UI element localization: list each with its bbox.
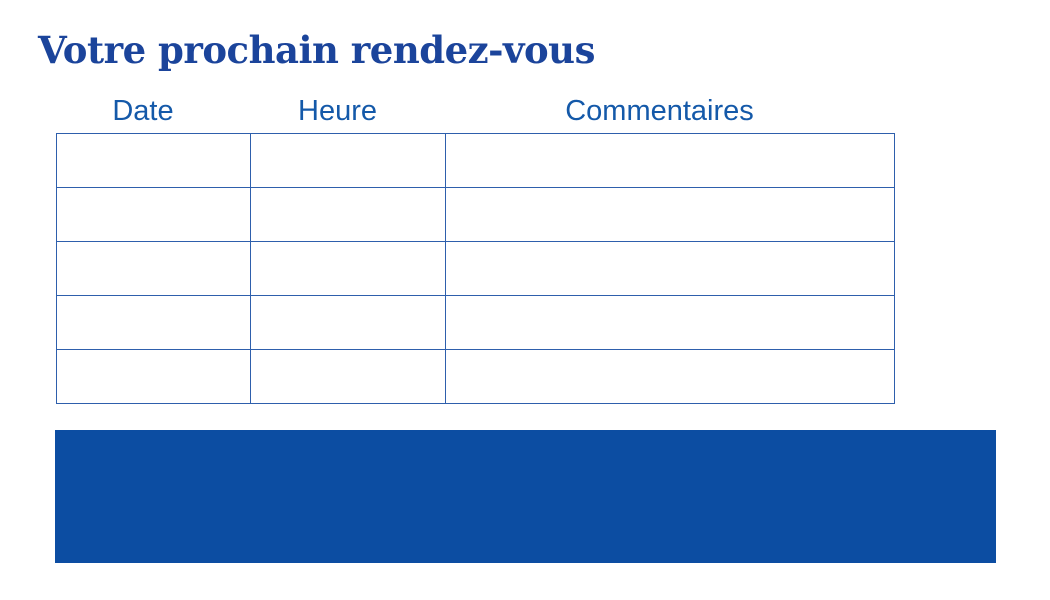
table-cell [250, 241, 446, 296]
column-header-date: Date [112, 95, 174, 127]
column-header-heure: Heure [298, 95, 377, 127]
table-cell [250, 295, 446, 350]
table-column-headers: Date Heure Commentaires [46, 93, 884, 129]
table-cell [250, 187, 446, 242]
column-header-commentaires: Commentaires [565, 95, 754, 127]
bottom-banner [55, 430, 996, 563]
table-cell [56, 295, 251, 350]
table-cell [445, 241, 895, 296]
table-row [56, 133, 895, 188]
table-cell [56, 241, 251, 296]
appointments-table-body [56, 133, 895, 404]
table-cell [56, 187, 251, 242]
appointments-table [56, 133, 895, 404]
table-cell [56, 349, 251, 404]
table-cell [445, 349, 895, 404]
table-cell [445, 295, 895, 350]
table-row [56, 241, 895, 296]
table-row [56, 187, 895, 242]
table-row [56, 349, 895, 404]
table-cell [445, 187, 895, 242]
table-cell [56, 133, 251, 188]
table-cell [250, 133, 446, 188]
table-cell [250, 349, 446, 404]
table-cell [445, 133, 895, 188]
page-title: Votre prochain rendez-vous [38, 28, 595, 72]
table-row [56, 295, 895, 350]
